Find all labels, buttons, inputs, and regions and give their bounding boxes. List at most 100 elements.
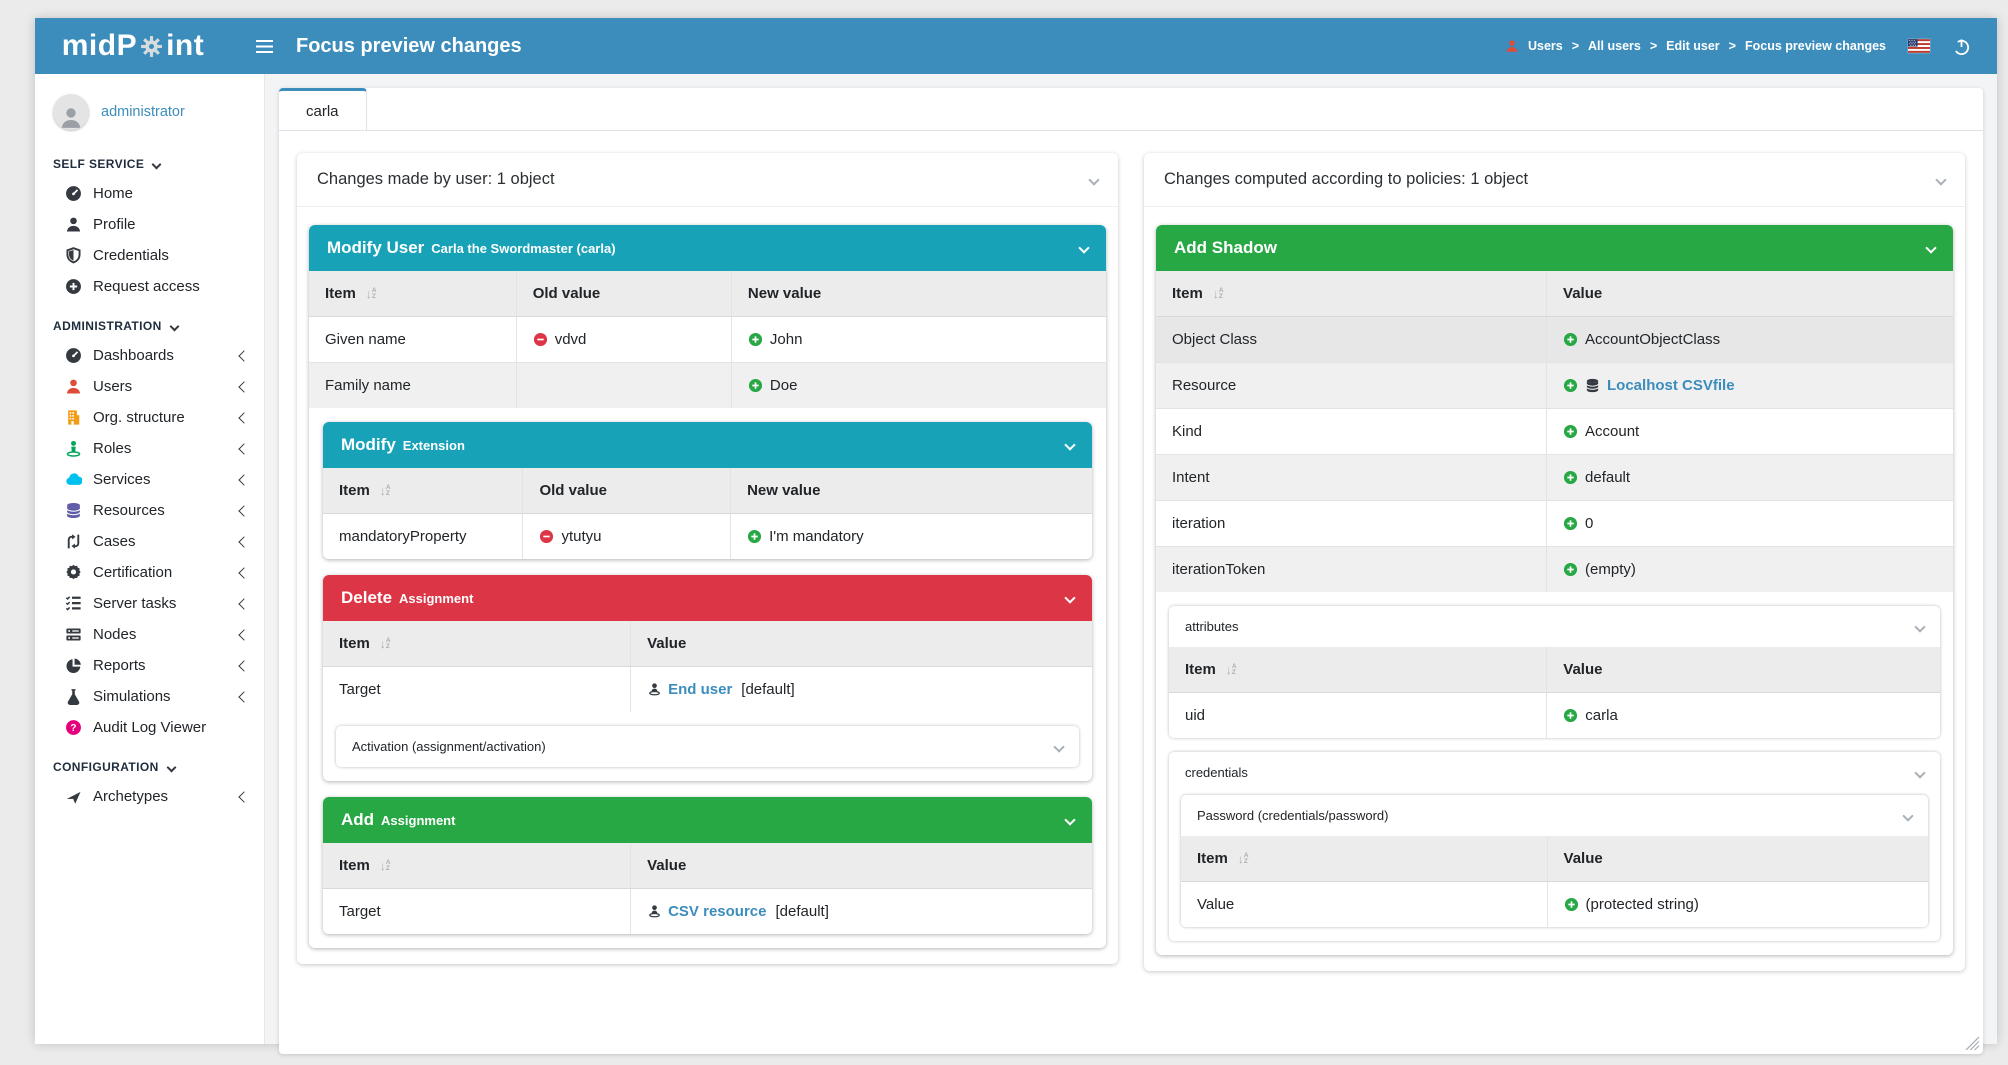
user-icon	[66, 217, 81, 232]
value-suffix: [default]	[775, 903, 829, 920]
avatar	[53, 94, 89, 130]
value-cell: Localhost CSVfile	[1546, 362, 1953, 409]
top-navbar: midP int Focus preview changes Users > Al…	[35, 18, 1997, 74]
sidebar-item-dashboards[interactable]: Dashboards	[35, 340, 264, 371]
sort-icon[interactable]: ↓ A Z	[1212, 286, 1224, 301]
target-object-link[interactable]: End user	[647, 681, 732, 698]
user-changes-header[interactable]: Changes made by user: 1 object	[297, 153, 1118, 206]
shuffle-icon	[67, 533, 80, 550]
sidebar-item-certification[interactable]: Certification	[35, 557, 264, 588]
breadcrumb-all-users[interactable]: All users	[1588, 39, 1641, 53]
column-header-item[interactable]: Item	[325, 285, 356, 302]
table-row: Intent default	[1156, 454, 1953, 501]
sidebar-item-credentials[interactable]: Credentials	[35, 240, 264, 271]
language-flag-us[interactable]	[1908, 39, 1930, 53]
sidebar-item-simulations[interactable]: Simulations	[35, 681, 264, 712]
sidebar-username-link[interactable]: administrator	[101, 104, 185, 120]
preview-tab-card: carla Changes made by user: 1 object Mod…	[279, 88, 1983, 1054]
chevron-down-icon	[1064, 592, 1076, 604]
logout-power-icon[interactable]	[1952, 37, 1971, 56]
column-header-item[interactable]: Item	[339, 482, 370, 499]
old-value-cell	[515, 362, 732, 408]
plus-circle-icon	[1563, 424, 1578, 439]
modify-extension-box-header[interactable]: Modify Extension	[323, 422, 1092, 468]
sidebar-section-self-service[interactable]: SELF SERVICE	[35, 140, 264, 178]
delete-assignment-box-header[interactable]: Delete Assignment	[323, 575, 1092, 621]
tab-carla[interactable]: carla	[279, 88, 367, 130]
item-cell: Value	[1181, 881, 1548, 927]
item-cell: Target	[323, 888, 631, 934]
value-cell: default	[1546, 454, 1953, 501]
value-cell: AccountObjectClass	[1546, 316, 1953, 363]
sidebar-item-org-structure[interactable]: Org. structure	[35, 402, 264, 433]
modify-user-box-header[interactable]: Modify User Carla the Swordmaster (carla…	[309, 225, 1106, 271]
sidebar-item-users[interactable]: Users	[35, 371, 264, 402]
sidebar-item-archetypes[interactable]: Archetypes	[35, 781, 264, 812]
sort-icon[interactable]: ↓ A Z	[379, 483, 391, 498]
sort-icon[interactable]: ↓ A Z	[1225, 662, 1237, 677]
breadcrumb-users[interactable]: Users	[1527, 39, 1563, 53]
chevron-left-icon	[238, 597, 250, 610]
target-object-link[interactable]: CSV resource	[647, 903, 766, 920]
chevron-left-icon	[238, 535, 250, 548]
column-header-item[interactable]: Item	[1185, 661, 1216, 678]
sidebar-section-configuration[interactable]: CONFIGURATION	[35, 743, 264, 781]
add-shadow-box-header[interactable]: Add Shadow	[1156, 225, 1953, 271]
table-row: Target End user [default]	[323, 666, 1092, 712]
chevron-down-icon	[1914, 766, 1926, 779]
chevron-down-icon	[1914, 620, 1926, 633]
sidebar-item-audit-log-viewer[interactable]: Audit Log Viewer	[35, 712, 264, 743]
sidebar-item-reports[interactable]: Reports	[35, 650, 264, 681]
content-area: carla Changes made by user: 1 object Mod…	[265, 74, 1997, 1054]
activation-subpanel-header[interactable]: Activation (assignment/activation)	[336, 726, 1079, 767]
sort-icon[interactable]: ↓ A Z	[1237, 851, 1249, 866]
sidebar-item-server-tasks[interactable]: Server tasks	[35, 588, 264, 619]
midpoint-logo[interactable]: midP int	[35, 29, 231, 63]
sidebar-item-home[interactable]: Home	[35, 178, 264, 209]
sidebar-item-label: Cases	[93, 533, 136, 550]
value-cell: CSV resource [default]	[630, 888, 1092, 934]
sidebar-item-label: Reports	[93, 657, 146, 674]
credentials-subpanel-header[interactable]: credentials	[1169, 752, 1940, 793]
sidebar-item-roles[interactable]: Roles	[35, 433, 264, 464]
sidebar-item-resources[interactable]: Resources	[35, 495, 264, 526]
attributes-subpanel-header[interactable]: attributes	[1169, 606, 1940, 647]
add-shadow-box: Add Shadow Item ↓ A Z Value	[1156, 225, 1953, 955]
sort-icon[interactable]: ↓ A Z	[379, 636, 391, 651]
column-header-item[interactable]: Item	[1197, 850, 1228, 867]
sidebar-section-administration[interactable]: ADMINISTRATION	[35, 302, 264, 340]
table-row: iteration 0	[1156, 500, 1953, 547]
gear-logo-icon	[141, 35, 163, 57]
user-icon	[1506, 40, 1518, 52]
plus-circle-icon	[748, 332, 763, 347]
section-label: CONFIGURATION	[53, 760, 159, 774]
left-sidebar: administrator SELF SERVICE Home Profile …	[35, 74, 265, 1044]
box-action: Modify	[341, 435, 396, 454]
chevron-down-icon	[1078, 242, 1090, 254]
sort-icon[interactable]: ↓ A Z	[365, 286, 377, 301]
password-subpanel-header[interactable]: Password (credentials/password)	[1181, 795, 1928, 836]
new-value-cell: John	[730, 316, 1106, 363]
sidebar-toggle-button[interactable]	[255, 39, 274, 54]
computed-changes-header[interactable]: Changes computed according to policies: …	[1144, 153, 1965, 206]
sort-icon[interactable]: ↓ A Z	[379, 858, 391, 873]
sidebar-item-label: Server tasks	[93, 595, 177, 612]
brand-text-post: int	[166, 29, 205, 62]
sidebar-item-profile[interactable]: Profile	[35, 209, 264, 240]
column-header-item[interactable]: Item	[1172, 285, 1203, 302]
add-assignment-box-header[interactable]: Add Assignment	[323, 797, 1092, 843]
column-header-item[interactable]: Item	[339, 857, 370, 874]
sidebar-item-cases[interactable]: Cases	[35, 526, 264, 557]
sidebar-item-request-access[interactable]: Request access	[35, 271, 264, 302]
table-row: iterationToken (empty)	[1156, 546, 1953, 592]
chevron-left-icon	[238, 628, 250, 641]
sidebar-item-services[interactable]: Services	[35, 464, 264, 495]
resource-link[interactable]: Localhost CSVfile	[1607, 377, 1735, 394]
column-header-item[interactable]: Item	[339, 635, 370, 652]
sidebar-item-nodes[interactable]: Nodes	[35, 619, 264, 650]
resize-grip-icon[interactable]	[1965, 1036, 1980, 1051]
password-subpanel: Password (credentials/password) Item ↓ A Z …	[1181, 795, 1928, 927]
value-cell: 0	[1546, 500, 1953, 547]
breadcrumb-edit-user[interactable]: Edit user	[1666, 39, 1720, 53]
user-changes-panel: Changes made by user: 1 object Modify Us…	[297, 153, 1118, 964]
